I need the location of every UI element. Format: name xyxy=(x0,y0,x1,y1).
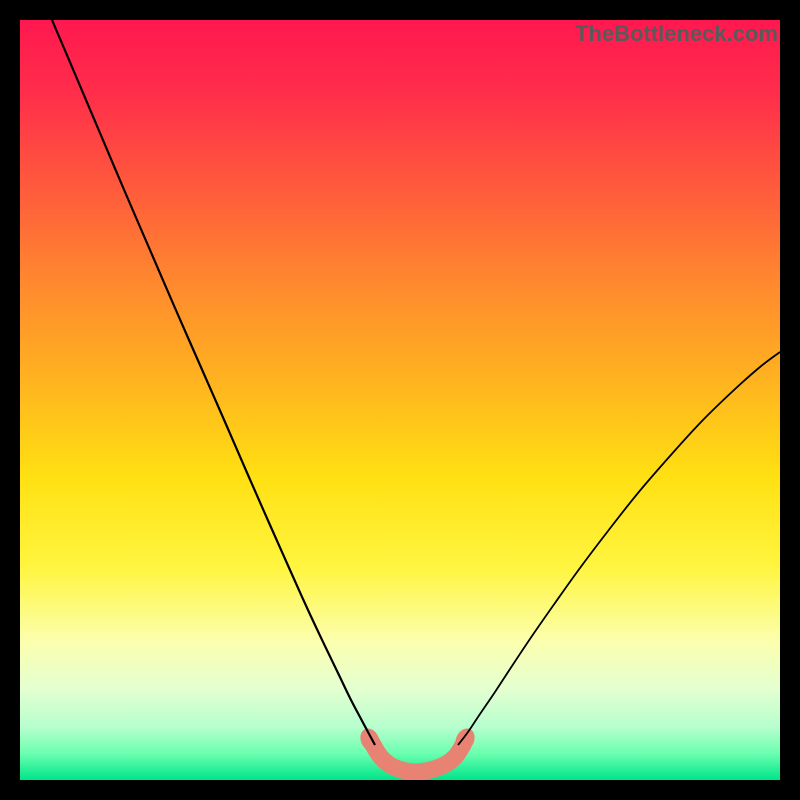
chart-svg xyxy=(20,20,780,780)
chart-frame: TheBottleneck.com xyxy=(0,0,800,800)
curve-right xyxy=(458,352,780,745)
basin-curve xyxy=(372,743,463,772)
plot-area xyxy=(20,20,780,780)
watermark-text: TheBottleneck.com xyxy=(575,21,778,47)
curve-left xyxy=(52,20,375,745)
